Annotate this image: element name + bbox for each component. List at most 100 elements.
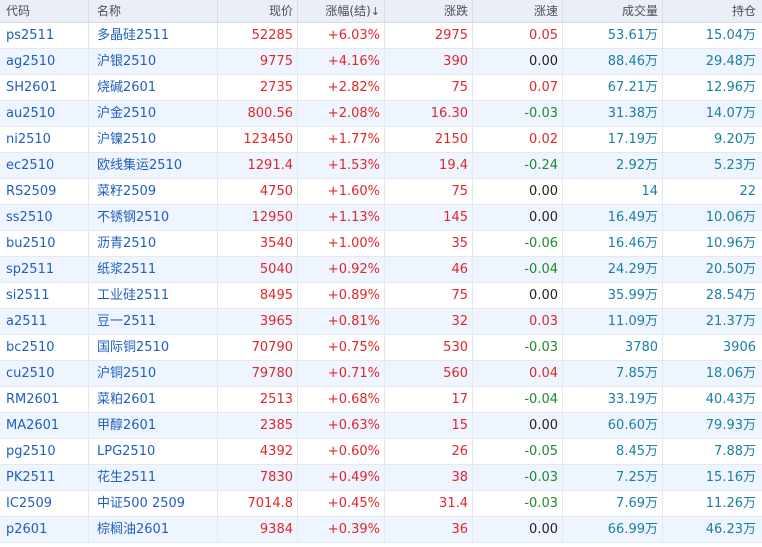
table-row[interactable]: ps2511 多晶硅2511 52285 +6.03% 2975 0.05 53.61万 15…: [0, 23, 762, 49]
table-row[interactable]: au2510 沪金2510 800.56 +2.08% 16.30 -0.03 31.38万…: [0, 101, 762, 127]
contract-name: 国际铜2510: [89, 335, 218, 360]
change-value: 16.30: [385, 101, 473, 126]
change-pct: +1.13%: [298, 205, 385, 230]
table-row[interactable]: bu2510 沥青2510 3540 +1.00% 35 -0.06 16.46万 10.96…: [0, 231, 762, 257]
change-speed: 0.00: [473, 179, 563, 204]
last-price: 2735: [218, 75, 298, 100]
open-interest: 22: [739, 184, 756, 199]
change-pct: +0.68%: [298, 387, 385, 412]
contract-code: au2510: [0, 101, 89, 126]
change-value: 26: [385, 439, 473, 464]
change-speed: 0.00: [473, 205, 563, 230]
open-interest: 5.23万: [714, 158, 756, 173]
table-row[interactable]: sp2511 纸浆2511 5040 +0.92% 46 -0.04 24.29万 20.50…: [0, 257, 762, 283]
volume: 17.19万: [563, 127, 663, 152]
open-interest: 46.23万: [705, 522, 756, 537]
header-price[interactable]: 现价: [218, 0, 298, 22]
table-row[interactable]: bc2510 国际铜2510 70790 +0.75% 530 -0.03 3780 3906: [0, 335, 762, 361]
contract-name: LPG2510: [89, 439, 218, 464]
header-change[interactable]: 涨跌: [385, 0, 473, 22]
last-price: 4750: [218, 179, 298, 204]
open-interest: 10.06万: [705, 210, 756, 225]
contract-name: 欧线集运2510: [89, 153, 218, 178]
change-speed: -0.05: [473, 439, 563, 464]
change-pct: +0.63%: [298, 413, 385, 438]
volume: 7.85万: [563, 361, 663, 386]
table-row[interactable]: RM2601 菜粕2601 2513 +0.68% 17 -0.04 33.19万 40.43…: [0, 387, 762, 413]
change-pct: +2.08%: [298, 101, 385, 126]
contract-name: 沪银2510: [89, 49, 218, 74]
header-name[interactable]: 名称: [89, 0, 218, 22]
contract-code: ni2510: [0, 127, 89, 152]
volume: 33.19万: [563, 387, 663, 412]
last-price: 12950: [218, 205, 298, 230]
last-price: 3965: [218, 309, 298, 334]
table-row[interactable]: ss2510 不锈钢2510 12950 +1.13% 145 0.00 16.49万 10.…: [0, 205, 762, 231]
change-value: 530: [385, 335, 473, 360]
header-open-interest[interactable]: 持仓: [731, 4, 756, 18]
contract-code: si2511: [0, 283, 89, 308]
contract-code: sp2511: [0, 257, 89, 282]
change-value: 75: [385, 75, 473, 100]
table-row[interactable]: cu2510 沪铜2510 79780 +0.71% 560 0.04 7.85万 18.06…: [0, 361, 762, 387]
header-speed[interactable]: 涨速: [473, 0, 563, 22]
change-pct: +0.75%: [298, 335, 385, 360]
change-value: 31.4: [385, 491, 473, 516]
table-row[interactable]: pg2510 LPG2510 4392 +0.60% 26 -0.05 8.45万 7.88万: [0, 439, 762, 465]
open-interest: 28.54万: [705, 288, 756, 303]
contract-code: RS2509: [0, 179, 89, 204]
contract-code: p2601: [0, 517, 89, 542]
last-price: 8495: [218, 283, 298, 308]
table-row[interactable]: IC2509 中证500 2509 7014.8 +0.45% 31.4 -0.03 7.6…: [0, 491, 762, 517]
open-interest: 7.88万: [714, 444, 756, 459]
table-row[interactable]: si2511 工业硅2511 8495 +0.89% 75 0.00 35.99万 28.54…: [0, 283, 762, 309]
change-speed: -0.03: [473, 335, 563, 360]
change-speed: 0.00: [473, 517, 563, 542]
header-volume[interactable]: 成交量: [563, 0, 663, 22]
table-row[interactable]: p2601 棕榈油2601 9384 +0.39% 36 0.00 66.99万 46.23万: [0, 517, 762, 543]
change-pct: +0.89%: [298, 283, 385, 308]
change-value: 560: [385, 361, 473, 386]
table-row[interactable]: ni2510 沪镍2510 123450 +1.77% 2150 0.02 17.19万 9.…: [0, 127, 762, 153]
contract-name: 不锈钢2510: [89, 205, 218, 230]
change-value: 390: [385, 49, 473, 74]
change-pct: +0.45%: [298, 491, 385, 516]
header-code[interactable]: 代码: [0, 0, 89, 22]
volume: 35.99万: [563, 283, 663, 308]
table-row[interactable]: a2511 豆一2511 3965 +0.81% 32 0.03 11.09万 21.37万: [0, 309, 762, 335]
table-row[interactable]: ag2510 沪银2510 9775 +4.16% 390 0.00 88.46万 29.48…: [0, 49, 762, 75]
contract-code: PK2511: [0, 465, 89, 490]
contract-name: 沪金2510: [89, 101, 218, 126]
last-price: 70790: [218, 335, 298, 360]
contract-name: 中证500 2509: [89, 491, 218, 516]
contract-name: 多晶硅2511: [89, 23, 218, 48]
header-change-pct[interactable]: 涨幅(结)↓: [298, 0, 385, 22]
change-speed: 0.00: [473, 49, 563, 74]
open-interest: 79.93万: [705, 418, 756, 433]
table-row[interactable]: SH2601 烧碱2601 2735 +2.82% 75 0.07 67.21万 12.96万: [0, 75, 762, 101]
change-speed: 0.05: [473, 23, 563, 48]
last-price: 4392: [218, 439, 298, 464]
change-value: 2150: [385, 127, 473, 152]
contract-code: cu2510: [0, 361, 89, 386]
open-interest: 14.07万: [705, 106, 756, 121]
open-interest: 15.04万: [705, 28, 756, 43]
change-pct: +2.82%: [298, 75, 385, 100]
contract-name: 菜籽2509: [89, 179, 218, 204]
last-price: 7830: [218, 465, 298, 490]
contract-code: ps2511: [0, 23, 89, 48]
table-row[interactable]: MA2601 甲醇2601 2385 +0.63% 15 0.00 60.60万 79.93万: [0, 413, 762, 439]
change-speed: 0.07: [473, 75, 563, 100]
table-row[interactable]: RS2509 菜籽2509 4750 +1.60% 75 0.00 14 22: [0, 179, 762, 205]
contract-code: bc2510: [0, 335, 89, 360]
change-pct: +6.03%: [298, 23, 385, 48]
last-price: 800.56: [218, 101, 298, 126]
change-value: 145: [385, 205, 473, 230]
table-row[interactable]: ec2510 欧线集运2510 1291.4 +1.53% 19.4 -0.24 2.92万…: [0, 153, 762, 179]
last-price: 3540: [218, 231, 298, 256]
table-row[interactable]: PK2511 花生2511 7830 +0.49% 38 -0.03 7.25万 15.16万: [0, 465, 762, 491]
volume: 66.99万: [563, 517, 663, 542]
volume: 2.92万: [563, 153, 663, 178]
table-header: 代码 名称 现价 涨幅(结)↓ 涨跌 涨速 成交量 持仓: [0, 0, 762, 23]
volume: 16.46万: [563, 231, 663, 256]
